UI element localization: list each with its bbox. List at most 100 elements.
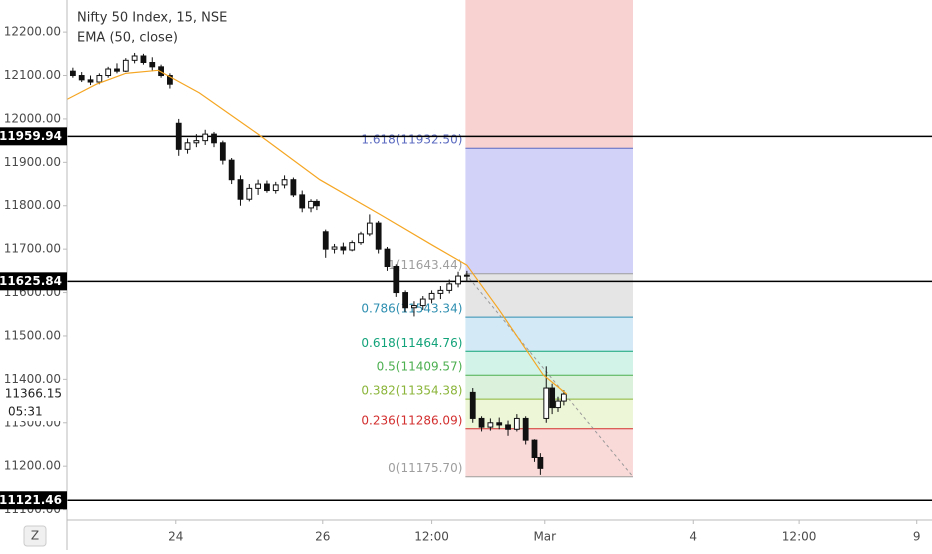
candle-body (308, 200, 314, 209)
price-label-box (0, 272, 67, 291)
zoom-button[interactable] (23, 525, 47, 547)
price-label-box (0, 491, 67, 510)
candle-body (505, 424, 511, 430)
candle-body (272, 184, 279, 192)
candle-body (393, 266, 400, 294)
candle-body (560, 393, 567, 402)
candle-body (202, 133, 209, 142)
candle-body (537, 456, 544, 469)
candle-body (167, 75, 173, 85)
x-tick-label: 26 (315, 530, 330, 544)
price-label-box (0, 127, 67, 146)
fib-level-label: 0.618(11464.76) (361, 336, 462, 350)
candle-body (96, 75, 103, 83)
candle-body (549, 387, 556, 409)
fib-zone (465, 428, 633, 477)
candle-body (264, 183, 270, 192)
countdown-label: 05:31 (8, 405, 43, 419)
candle-body (219, 142, 226, 161)
y-tick-label: 11900.00 (4, 155, 61, 169)
candle-body (340, 246, 347, 251)
y-tick-label: 11200.00 (4, 459, 61, 473)
candle-body (193, 140, 200, 144)
candle-body (131, 55, 138, 61)
plot-area: 1.618(11932.50) 1(11643.44) 0.786(11543.34… (67, 0, 932, 502)
y-tick-label: 11500.00 (4, 328, 61, 342)
candle-body (402, 292, 409, 309)
candle-body (496, 422, 503, 426)
x-tick-label: 12:00 (782, 530, 817, 544)
candle-body (184, 142, 191, 150)
candle-body (513, 417, 520, 430)
candle-body (246, 187, 253, 200)
fib-zone (465, 351, 633, 376)
fib-zone (465, 375, 633, 400)
candle-body (349, 242, 356, 251)
y-tick-label: 11800.00 (4, 198, 61, 212)
price-label: 11121.46 (0, 493, 62, 507)
zoom-button-label[interactable]: Z (31, 529, 39, 543)
candle-body (149, 62, 156, 68)
candle-body (281, 179, 288, 186)
fib-level-label: 0.786(11543.34) (361, 302, 462, 316)
candle-body (437, 289, 444, 294)
candle-body (358, 233, 364, 244)
y-tick-label: 12000.00 (4, 111, 61, 125)
last-price-label: 11366.15 (5, 387, 62, 401)
candle-body (522, 417, 529, 441)
candle-body (228, 159, 235, 181)
candle-body (314, 200, 320, 207)
fib-level-label: 0.236(11286.09) (361, 413, 462, 427)
fib-zone (465, 273, 633, 318)
price-label: 11625.84 (0, 274, 62, 288)
candle-body (428, 292, 435, 300)
y-tick-label: 12100.00 (4, 68, 61, 82)
fib-zone (465, 317, 633, 352)
candle-body (543, 387, 550, 419)
candle-body (237, 179, 244, 200)
x-tick-label: 9 (913, 530, 921, 544)
candle-body (290, 179, 297, 196)
candle-body (255, 183, 262, 189)
candle-body (122, 59, 129, 72)
candle-body (175, 122, 182, 150)
candle-body (87, 79, 94, 83)
candle-body (322, 231, 329, 250)
candle-body (531, 439, 538, 458)
ema-line (67, 69, 568, 395)
fib-level-label: 1.618(11932.50) (361, 133, 462, 147)
candle-body (419, 298, 426, 307)
candle-body (211, 133, 217, 144)
candle-body (375, 222, 382, 250)
candle-body (299, 194, 306, 209)
x-tick-label: 12:00 (414, 530, 449, 544)
fib-level-label: 0.382(11354.38) (361, 384, 462, 398)
x-tick-label: 24 (168, 530, 183, 544)
candle-body (478, 417, 485, 428)
x-tick-label: 4 (689, 530, 697, 544)
candle-body (446, 283, 453, 291)
candle-body (105, 68, 112, 77)
candle-body (455, 275, 461, 285)
y-tick-label: 12200.00 (4, 25, 61, 39)
fib-zone (465, 148, 633, 274)
candle-body (69, 70, 76, 77)
candle-body (469, 391, 476, 419)
candle-body (463, 274, 470, 277)
candle-body (366, 222, 373, 235)
candle-body (140, 55, 147, 64)
candle-body (487, 422, 494, 428)
fib-extension-zone (465, 0, 633, 149)
fib-trend-line (465, 273, 634, 478)
fib-zone (465, 399, 633, 429)
fib-level-label: 0(11175.70) (388, 461, 462, 475)
candle-body (411, 305, 417, 309)
price-label: 11959.94 (0, 129, 62, 143)
indicator-label: EMA (50, close) (77, 31, 178, 46)
candle-body (555, 400, 561, 409)
candle-body (384, 248, 391, 268)
candle-body (78, 75, 85, 81)
candle-body (331, 246, 338, 250)
candle-body (114, 68, 120, 72)
